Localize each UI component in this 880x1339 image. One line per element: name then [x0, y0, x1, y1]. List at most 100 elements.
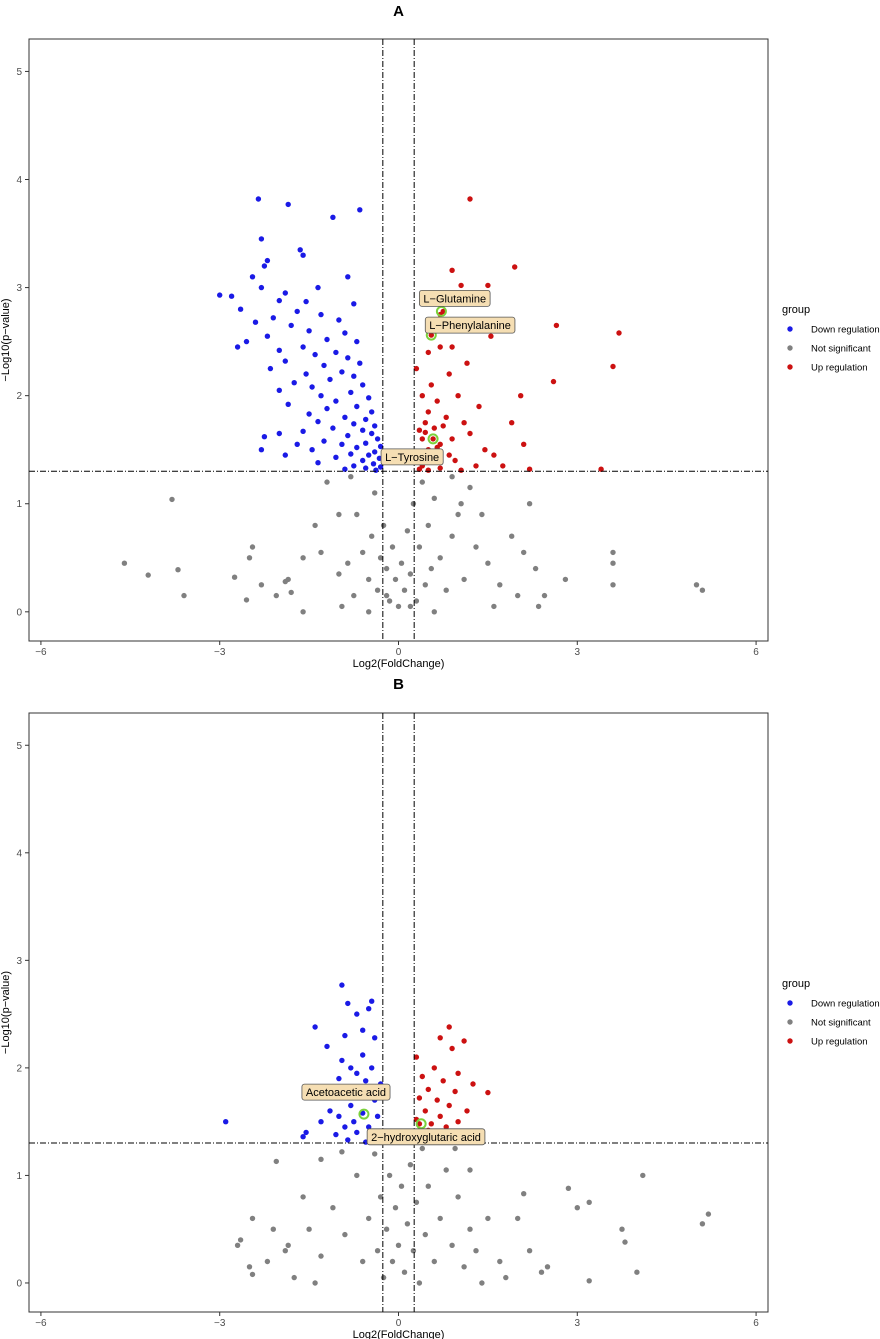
data-point	[223, 1119, 229, 1125]
x-tick-label: 6	[753, 647, 759, 658]
data-point	[363, 440, 369, 446]
data-point	[458, 282, 464, 289]
data-point	[300, 555, 306, 561]
data-point	[383, 1226, 390, 1232]
data-point	[357, 207, 363, 213]
data-point	[303, 1129, 309, 1136]
data-point	[345, 1000, 351, 1007]
data-point	[446, 371, 452, 377]
data-point	[386, 598, 393, 604]
metabolite-label: L−Phenylalanine	[429, 320, 511, 332]
data-point	[500, 463, 506, 469]
data-point	[419, 436, 425, 442]
legend-title: group	[782, 304, 810, 316]
data-point	[181, 592, 187, 599]
data-point	[431, 609, 437, 615]
data-point	[285, 1242, 291, 1249]
data-point	[369, 533, 375, 539]
data-point	[586, 1199, 592, 1206]
data-point	[398, 1183, 405, 1189]
metabolite-label: L−Glutamine	[423, 293, 486, 305]
data-point	[449, 1045, 455, 1052]
data-point	[333, 398, 339, 404]
legend-key	[787, 345, 793, 351]
x-tick-label: 0	[396, 1318, 402, 1329]
data-point	[324, 405, 330, 412]
data-point	[422, 582, 428, 588]
data-point	[431, 425, 437, 431]
data-point	[416, 1095, 423, 1101]
legend-entry-label: Up regulation	[811, 363, 868, 374]
data-point	[532, 565, 539, 572]
data-point	[348, 1102, 354, 1109]
data-point	[285, 201, 291, 208]
data-point	[360, 1052, 366, 1058]
data-point	[360, 427, 366, 433]
data-point	[366, 576, 372, 583]
data-point	[246, 1264, 253, 1270]
data-point	[249, 1215, 256, 1222]
data-point	[354, 444, 360, 451]
data-point	[369, 1065, 375, 1071]
data-point	[413, 1054, 420, 1060]
data-point	[285, 576, 291, 583]
data-point	[330, 214, 336, 220]
data-point	[327, 1108, 333, 1114]
metabolite-label: Acetoacetic acid	[306, 1087, 386, 1099]
data-point	[482, 447, 488, 453]
data-point	[366, 609, 372, 615]
data-point	[598, 466, 604, 472]
y-tick-label: 0	[16, 1278, 22, 1289]
data-point	[360, 1258, 366, 1265]
data-point	[461, 576, 467, 583]
data-point	[360, 1027, 366, 1033]
data-point	[485, 560, 491, 566]
data-point	[515, 1215, 521, 1222]
data-point	[300, 609, 306, 615]
data-point	[509, 533, 515, 539]
data-point	[354, 1129, 360, 1136]
data-point	[425, 409, 431, 415]
data-point	[258, 284, 265, 291]
data-point	[443, 587, 449, 593]
data-point	[318, 549, 324, 556]
data-point	[521, 549, 527, 556]
plot-frame	[28, 712, 769, 1313]
data-point	[473, 544, 479, 550]
data-point	[351, 1119, 357, 1125]
data-point	[443, 414, 449, 420]
series-down-regulation	[223, 982, 384, 1145]
data-point	[312, 522, 318, 529]
highlight-ring	[427, 433, 439, 445]
data-point	[395, 1242, 402, 1249]
panel-title: A	[393, 3, 404, 20]
data-point	[479, 511, 485, 518]
data-point	[616, 330, 622, 336]
data-point	[348, 474, 354, 480]
data-point	[339, 603, 345, 610]
data-point	[264, 1258, 271, 1265]
data-point	[422, 1108, 428, 1114]
data-point	[446, 1102, 452, 1109]
data-point	[354, 1070, 360, 1077]
data-point	[300, 252, 306, 258]
data-point	[342, 1032, 348, 1039]
data-point	[509, 420, 515, 426]
data-point	[392, 576, 399, 583]
data-point	[437, 465, 443, 471]
data-point	[452, 1088, 458, 1095]
data-point	[449, 1242, 455, 1249]
y-tick-label: 0	[16, 607, 22, 618]
data-point	[449, 344, 455, 350]
data-point	[342, 1124, 348, 1130]
y-tick-label: 5	[16, 741, 22, 752]
data-point	[422, 1231, 428, 1238]
data-point	[479, 1280, 485, 1286]
y-tick-label: 4	[16, 175, 22, 186]
data-point	[360, 457, 366, 464]
metabolite-label-box	[380, 448, 444, 466]
data-point	[422, 420, 428, 426]
data-point	[512, 264, 518, 270]
